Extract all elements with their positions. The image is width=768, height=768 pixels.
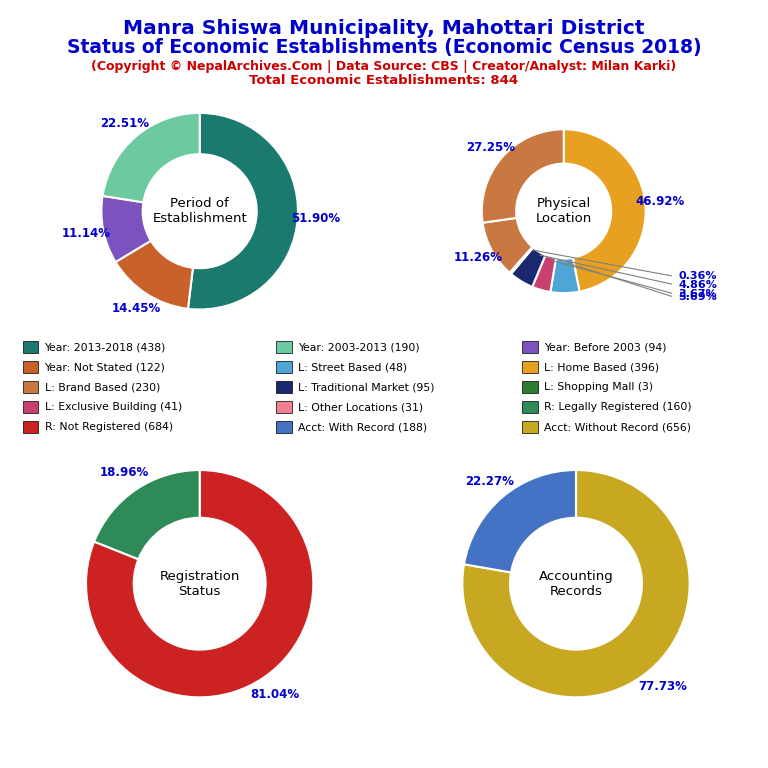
Text: Acct: With Record (188): Acct: With Record (188)	[298, 422, 427, 432]
Text: 4.86%: 4.86%	[678, 280, 717, 290]
Text: R: Not Registered (684): R: Not Registered (684)	[45, 422, 173, 432]
Wedge shape	[511, 247, 545, 286]
Wedge shape	[86, 470, 313, 697]
Text: 77.73%: 77.73%	[638, 680, 687, 693]
Text: L: Brand Based (230): L: Brand Based (230)	[45, 382, 160, 392]
Text: L: Traditional Market (95): L: Traditional Market (95)	[298, 382, 435, 392]
Text: 81.04%: 81.04%	[250, 688, 300, 701]
Text: Acct: Without Record (656): Acct: Without Record (656)	[544, 422, 690, 432]
Text: 11.26%: 11.26%	[454, 250, 503, 263]
Wedge shape	[564, 129, 646, 292]
Text: 27.25%: 27.25%	[466, 141, 515, 154]
Wedge shape	[103, 113, 200, 202]
Wedge shape	[551, 258, 580, 293]
Text: Manra Shiswa Municipality, Mahottari District: Manra Shiswa Municipality, Mahottari Dis…	[123, 19, 645, 38]
Text: Total Economic Establishments: 844: Total Economic Establishments: 844	[250, 74, 518, 88]
Wedge shape	[509, 247, 533, 274]
Wedge shape	[462, 470, 690, 697]
Text: 0.36%: 0.36%	[678, 271, 717, 281]
Text: L: Exclusive Building (41): L: Exclusive Building (41)	[45, 402, 182, 412]
Text: 51.90%: 51.90%	[291, 212, 340, 224]
Text: 46.92%: 46.92%	[635, 195, 684, 208]
Text: L: Other Locations (31): L: Other Locations (31)	[298, 402, 423, 412]
Text: R: Legally Registered (160): R: Legally Registered (160)	[544, 402, 691, 412]
Text: 22.27%: 22.27%	[465, 475, 514, 488]
Wedge shape	[188, 113, 298, 310]
Text: 14.45%: 14.45%	[112, 302, 161, 315]
Text: Year: 2013-2018 (438): Year: 2013-2018 (438)	[45, 342, 166, 353]
Text: Registration
Status: Registration Status	[160, 570, 240, 598]
Wedge shape	[532, 255, 556, 292]
Text: 22.51%: 22.51%	[100, 117, 149, 130]
Wedge shape	[101, 196, 151, 262]
Wedge shape	[464, 470, 576, 572]
Text: 18.96%: 18.96%	[100, 466, 149, 479]
Wedge shape	[482, 218, 532, 273]
Text: L: Shopping Mall (3): L: Shopping Mall (3)	[544, 382, 653, 392]
Text: L: Street Based (48): L: Street Based (48)	[298, 362, 407, 372]
Text: 11.14%: 11.14%	[61, 227, 111, 240]
Text: 5.69%: 5.69%	[678, 292, 717, 302]
Text: Accounting
Records: Accounting Records	[538, 570, 614, 598]
Wedge shape	[115, 240, 193, 309]
Text: 3.67%: 3.67%	[678, 289, 717, 299]
Text: Physical
Location: Physical Location	[535, 197, 592, 225]
Text: Year: Before 2003 (94): Year: Before 2003 (94)	[544, 342, 667, 353]
Text: (Copyright © NepalArchives.Com | Data Source: CBS | Creator/Analyst: Milan Karki: (Copyright © NepalArchives.Com | Data So…	[91, 60, 677, 73]
Text: Year: Not Stated (122): Year: Not Stated (122)	[45, 362, 165, 372]
Text: L: Home Based (396): L: Home Based (396)	[544, 362, 659, 372]
Text: Period of
Establishment: Period of Establishment	[152, 197, 247, 225]
Wedge shape	[94, 470, 200, 559]
Wedge shape	[482, 129, 564, 223]
Text: Status of Economic Establishments (Economic Census 2018): Status of Economic Establishments (Econo…	[67, 38, 701, 58]
Text: Year: 2003-2013 (190): Year: 2003-2013 (190)	[298, 342, 419, 353]
